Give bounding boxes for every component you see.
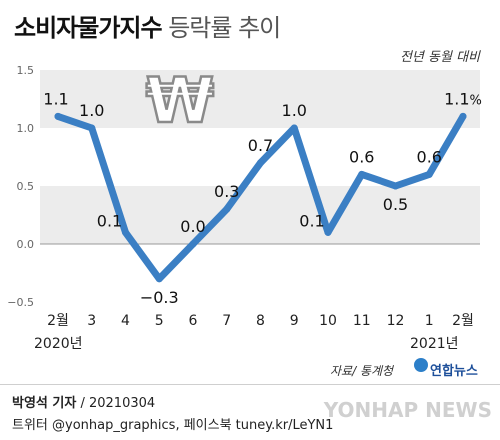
x-tick-label: 2월 (452, 313, 474, 329)
data-point (257, 159, 264, 167)
data-point (425, 170, 433, 178)
y-tick-label: −0.5 (7, 296, 34, 309)
source-label: 자료/ 통계청 (330, 364, 394, 378)
data-label: 0.1 (97, 211, 122, 230)
data-label: 0.6 (417, 147, 442, 166)
year-label-2021: 2021년 (410, 336, 459, 352)
y-tick-label: 1.0 (17, 122, 35, 135)
x-tick-label: 5 (155, 313, 164, 329)
social-links: 트위터 @yonhap_graphics, 페이스북 tuney.kr/LeYN… (12, 418, 334, 433)
data-point (290, 124, 298, 132)
publish-date: / 20210304 (80, 396, 156, 411)
y-axis-ticks: 1.5 1.0 0.5 0.0 −0.5 (7, 64, 34, 309)
data-labels: 1.1 1.0 0.1 −0.3 0.0 0.3 0.7 1.0 0.1 0.6 0.5 0.6 1.1… (43, 89, 482, 306)
title-bold: 소비자물가지수 (14, 14, 163, 42)
data-label-unit: % (470, 93, 482, 108)
series-line (54, 112, 467, 283)
y-tick-label: 0.0 (17, 238, 35, 251)
data-label: 0.3 (214, 182, 239, 201)
y-tick-label: 0.5 (17, 180, 35, 193)
x-tick-label: 12 (387, 313, 405, 329)
x-tick-label: 6 (189, 313, 198, 329)
data-point (88, 124, 96, 132)
line-chart: ₩ 1.5 1.0 0.5 0.0 −0.5 2월 3 4 5 6 7 8 9 10 11 12 1 2월 1.… (7, 63, 482, 329)
data-point (223, 205, 231, 213)
x-axis-labels: 2월 3 4 5 6 7 8 9 10 11 12 1 2월 (47, 313, 474, 329)
data-label: 0.0 (180, 217, 205, 236)
data-label: 1.0 (79, 101, 104, 120)
data-point (54, 112, 62, 120)
data-label: 0.6 (349, 147, 374, 166)
chart-title: 소비자물가지수 등락률 추이 (14, 8, 281, 43)
data-label: 1.1% (444, 89, 482, 108)
x-tick-label: 3 (87, 313, 96, 329)
x-tick-label: 9 (290, 313, 299, 329)
data-label: 0.5 (383, 195, 408, 214)
title-light: 등락률 추이 (168, 14, 281, 42)
data-point (122, 228, 129, 236)
data-point (358, 170, 366, 178)
yonhap-logo-icon (414, 358, 428, 372)
data-label: 0.1 (299, 211, 324, 230)
data-point (189, 240, 197, 248)
x-tick-label: 4 (121, 313, 130, 329)
data-label: 1.0 (282, 101, 307, 120)
data-label: 0.7 (248, 136, 273, 155)
background-bands (40, 70, 480, 245)
won-sign-glyph: ₩ (146, 64, 214, 137)
credit-line: 박영석 기자 / 20210304 (12, 392, 155, 411)
chart-subtitle: 전년 동월 대비 (399, 50, 480, 65)
footer-divider (0, 384, 500, 385)
x-tick-label: 2월 (47, 313, 69, 329)
x-tick-label: 10 (319, 313, 337, 329)
x-tick-label: 7 (222, 313, 231, 329)
y-tick-label: 1.5 (17, 64, 35, 77)
data-label: 1.1 (43, 89, 68, 108)
data-label: −0.3 (140, 288, 179, 307)
data-point (155, 275, 163, 283)
data-point (392, 182, 399, 190)
x-tick-label: 1 (425, 313, 434, 329)
x-tick-label: 8 (256, 313, 265, 329)
year-label-2020: 2020년 (34, 336, 83, 352)
grid-band-0 (40, 70, 480, 128)
brand-label: 연합뉴스 (430, 364, 478, 379)
data-point (324, 228, 332, 236)
reporter-name: 박영석 기자 (12, 396, 77, 411)
won-sign-icon: ₩ (145, 63, 216, 139)
data-point (459, 112, 467, 120)
x-tick-label: 11 (353, 313, 371, 329)
watermark: YONHAP NEWS (323, 398, 492, 422)
